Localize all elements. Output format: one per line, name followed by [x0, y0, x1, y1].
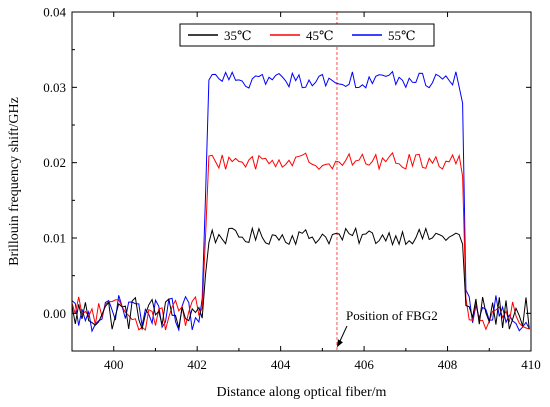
y-tick-label: 0.01	[43, 231, 66, 246]
annotation-text: Position of FBG2	[346, 308, 438, 323]
y-tick-label: 0.00	[43, 306, 66, 321]
x-tick-label: 400	[104, 357, 124, 372]
legend: 35℃ 45℃ 55℃	[179, 23, 435, 47]
x-tick-label: 402	[187, 357, 207, 372]
y-tick-label: 0.04	[43, 5, 66, 20]
plot-content	[72, 12, 530, 351]
y-axis-label: Brillouin frequency shift/GHz	[7, 97, 22, 266]
ticks: 400 402 404 406 408 410 0.00 0.01 0.02 0.03 0.04	[43, 5, 541, 373]
plot-frame	[71, 11, 532, 352]
legend-label: 45℃	[306, 28, 334, 43]
annotation-arrow-head	[336, 339, 343, 348]
x-tick-label: 404	[271, 357, 291, 372]
x-tick-label: 406	[354, 357, 374, 372]
legend-label: 55℃	[388, 28, 416, 43]
x-axis-label: Distance along optical fiber/m	[217, 385, 387, 400]
y-tick-label: 0.03	[43, 80, 66, 95]
y-tick-label: 0.02	[43, 155, 66, 170]
legend-box	[179, 23, 435, 47]
x-tick-label: 410	[521, 357, 541, 372]
annotation-arrow-shaft	[338, 325, 348, 344]
annotation: Position of FBG2	[336, 308, 438, 348]
series-line-1	[72, 226, 530, 331]
series-line-3	[72, 70, 530, 333]
series-line-2	[72, 151, 530, 331]
legend-label: 35℃	[224, 28, 252, 43]
x-tick-label: 408	[438, 357, 458, 372]
